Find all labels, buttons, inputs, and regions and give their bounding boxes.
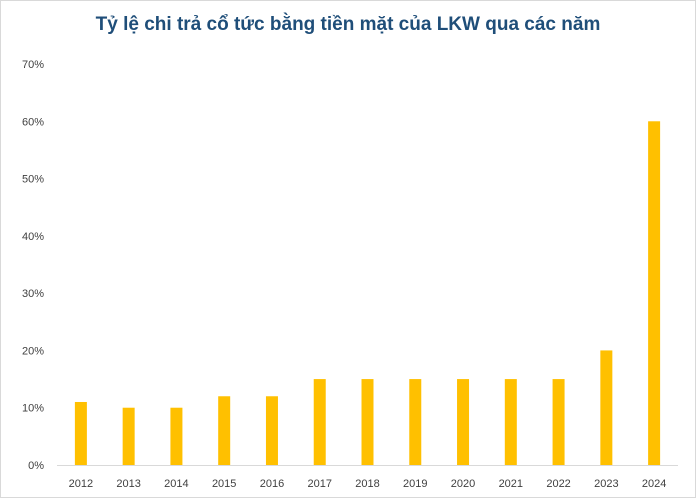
bar-2021 — [504, 379, 517, 465]
x-tick-label: 2016 — [260, 478, 284, 490]
bar-2023 — [600, 350, 613, 465]
y-tick-label: 70% — [22, 59, 44, 71]
x-tick-label: 2019 — [403, 478, 427, 490]
bar-2016 — [265, 396, 278, 465]
y-axis-ticks: 0% 10% 20% 30% 40% 50% 60% 70% — [22, 59, 44, 472]
x-tick-label: 2015 — [212, 478, 236, 490]
bars — [74, 121, 661, 466]
bar-2012 — [74, 401, 87, 465]
x-tick-label: 2013 — [116, 478, 140, 490]
x-tick-label: 2014 — [164, 478, 188, 490]
y-tick-label: 50% — [22, 174, 44, 186]
bar-2019 — [409, 379, 422, 465]
bar-2022 — [552, 379, 565, 465]
bar-2020 — [457, 379, 470, 465]
x-tick-label: 2024 — [642, 478, 666, 490]
x-tick-label: 2017 — [307, 478, 331, 490]
y-tick-label: 30% — [22, 288, 44, 300]
x-tick-label: 2023 — [594, 478, 618, 490]
chart-title: Tỷ lệ chi trả cổ tức bằng tiền mặt của L… — [95, 14, 601, 35]
x-tick-label: 2012 — [69, 478, 93, 490]
bar-2013 — [122, 407, 135, 465]
x-tick-label: 2021 — [499, 478, 523, 490]
y-tick-label: 0% — [28, 460, 44, 472]
x-tick-label: 2022 — [546, 478, 570, 490]
bar-2024 — [648, 121, 661, 466]
x-tick-label: 2020 — [451, 478, 475, 490]
bar-2017 — [313, 379, 326, 465]
y-tick-label: 60% — [22, 116, 44, 128]
y-tick-label: 40% — [22, 231, 44, 243]
bar-2018 — [361, 379, 374, 465]
y-tick-label: 10% — [22, 403, 44, 415]
bar-2015 — [218, 396, 231, 465]
y-tick-label: 20% — [22, 345, 44, 357]
x-tick-label: 2018 — [355, 478, 379, 490]
x-axis-ticks: 2012 2013 2014 2015 2016 2017 2018 2019 2020 2021… — [69, 478, 667, 490]
bar-2014 — [170, 407, 183, 465]
